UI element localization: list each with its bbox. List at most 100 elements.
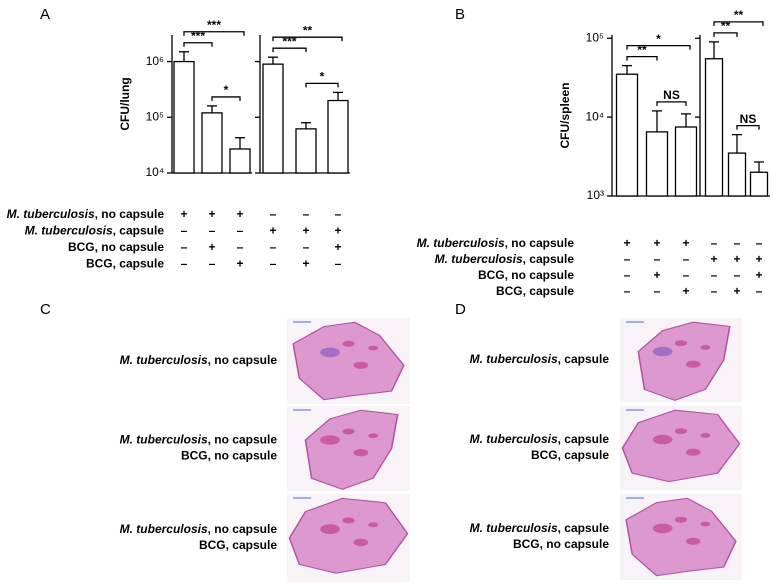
condition-sign: +	[653, 268, 660, 282]
row-label: BCG, capsule	[199, 538, 277, 552]
plain-text: BCG, no capsule	[181, 449, 277, 463]
tissue-detail	[368, 522, 379, 528]
y-tick-label: 10³	[587, 188, 604, 202]
condition-sign: +	[269, 224, 276, 238]
tissue-detail	[353, 538, 369, 547]
plain-text: , no capsule	[208, 522, 278, 536]
tissue-section	[621, 409, 741, 483]
plain-text: BCG, capsule	[496, 284, 574, 298]
italic-text: M. tuberculosis	[120, 433, 208, 447]
bar	[201, 112, 223, 174]
significance-bracket	[183, 42, 213, 47]
condition-sign: –	[303, 207, 310, 221]
significance-label: **	[721, 19, 731, 33]
bar	[674, 126, 698, 197]
condition-sign: –	[624, 268, 631, 282]
tissue-detail	[674, 516, 688, 523]
plain-text: BCG, no capsule	[478, 268, 574, 282]
tissue-detail	[353, 361, 369, 369]
significance-bracket	[736, 124, 760, 130]
italic-text: M. tuberculosis	[470, 352, 558, 366]
y-axis-label: CFU/lung	[118, 77, 132, 130]
condition-sign: –	[756, 236, 763, 250]
tissue-section	[292, 321, 405, 401]
row-label: BCG, capsule	[496, 284, 574, 298]
significance-label: **	[303, 23, 313, 37]
row-label: M. tuberculosis, no capsule	[120, 433, 278, 447]
plain-text: , no capsule	[505, 236, 575, 250]
tissue-detail	[700, 433, 711, 438]
bar	[704, 58, 724, 197]
row-label: M. tuberculosis, capsule	[470, 521, 610, 535]
significance-bracket	[713, 21, 764, 26]
italic-text: M. tuberculosis	[470, 432, 558, 446]
condition-sign: +	[755, 268, 762, 282]
bar	[262, 63, 284, 174]
condition-sign: –	[181, 224, 188, 238]
italic-text: M. tuberculosis	[435, 252, 523, 266]
condition-sign: +	[334, 240, 341, 254]
bar	[727, 152, 747, 197]
condition-sign: –	[654, 284, 661, 298]
condition-sign: –	[181, 257, 188, 271]
tissue-detail	[700, 345, 711, 350]
y-tick-label: 10⁴	[585, 109, 604, 123]
tissue-detail	[320, 524, 340, 535]
row-label: BCG, no capsule	[181, 449, 277, 463]
significance-label: *	[320, 70, 325, 84]
tissue-detail	[685, 360, 701, 368]
italic-text: M. tuberculosis	[25, 224, 113, 238]
condition-sign: –	[270, 240, 277, 254]
bar	[327, 99, 349, 174]
plain-text: , no capsule	[208, 433, 278, 447]
condition-sign: +	[334, 224, 341, 238]
condition-sign: –	[711, 236, 718, 250]
histology-image	[287, 318, 410, 404]
condition-sign: –	[711, 284, 718, 298]
significance-bracket	[305, 82, 339, 88]
tissue-detail	[652, 346, 673, 357]
y-tick-label: 10⁵	[146, 109, 164, 123]
significance-bracket	[626, 55, 658, 61]
row-label: M. tuberculosis, capsule	[25, 224, 165, 238]
condition-sign: –	[734, 268, 741, 282]
y-axis-label: CFU/spleen	[558, 82, 572, 148]
tissue-detail	[674, 340, 688, 347]
y-tick-label: 10⁵	[586, 30, 604, 44]
significance-bracket	[656, 101, 687, 106]
histology-image	[620, 318, 742, 402]
tissue-detail	[700, 521, 711, 527]
significance-label: **	[734, 8, 744, 22]
condition-sign: +	[208, 207, 215, 221]
tissue-detail	[368, 433, 379, 439]
histology-image	[620, 494, 742, 580]
condition-sign: –	[209, 224, 216, 238]
plain-text: , capsule	[523, 252, 575, 266]
significance-label: **	[637, 43, 647, 57]
plain-text: , capsule	[558, 352, 610, 366]
panel-label: B	[455, 6, 465, 23]
plain-text: BCG, capsule	[531, 448, 609, 462]
significance-bracket	[272, 47, 307, 53]
condition-sign: –	[237, 224, 244, 238]
plain-text: BCG, capsule	[86, 257, 164, 271]
histology-image	[287, 494, 410, 582]
row-label: BCG, no capsule	[478, 268, 574, 282]
bar	[295, 128, 317, 174]
tissue-detail	[353, 449, 369, 457]
tissue-detail	[342, 340, 355, 347]
significance-label: ***	[282, 34, 296, 48]
significance-label: NS	[740, 112, 757, 126]
condition-sign: +	[682, 236, 689, 250]
tissue-detail	[368, 345, 379, 351]
plain-text: BCG, no capsule	[513, 537, 609, 551]
tissue-detail	[674, 428, 688, 435]
tissue-detail	[652, 523, 673, 534]
condition-sign: –	[335, 257, 342, 271]
condition-sign: –	[756, 284, 763, 298]
plain-text: , capsule	[558, 521, 610, 535]
condition-sign: +	[302, 224, 309, 238]
tissue-detail	[342, 517, 355, 524]
row-label: BCG, capsule	[531, 448, 609, 462]
